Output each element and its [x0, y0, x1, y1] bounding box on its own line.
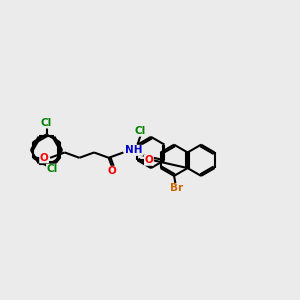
Text: Cl: Cl: [135, 126, 146, 136]
Text: NH: NH: [125, 146, 143, 155]
Text: O: O: [145, 155, 153, 165]
Text: Br: Br: [170, 184, 183, 194]
Text: O: O: [108, 166, 116, 176]
Text: O: O: [40, 153, 49, 163]
Text: Cl: Cl: [46, 164, 58, 174]
Text: Cl: Cl: [41, 118, 52, 128]
